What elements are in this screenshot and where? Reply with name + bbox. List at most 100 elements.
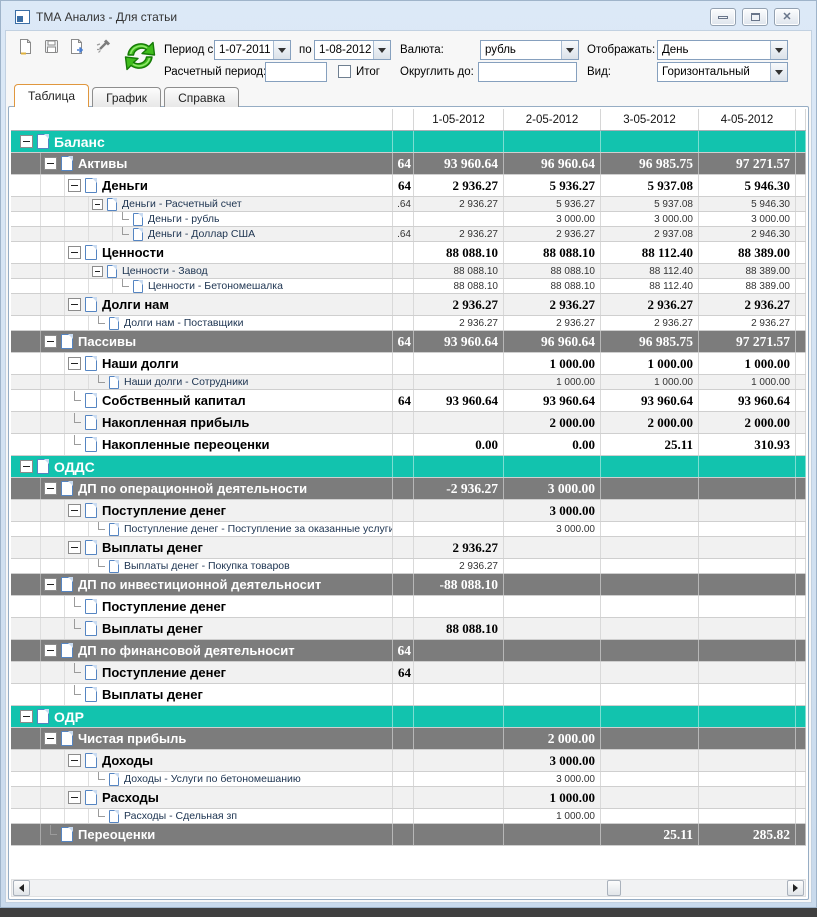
grid-cell[interactable]: 2 936.27 [601,316,699,330]
grid-cell[interactable]: 2 936.27 [699,316,796,330]
grid-cell[interactable] [504,559,601,573]
grid-row[interactable]: Ценности - Завод 88 088.10 88 088.10 88 112… [11,264,806,279]
grid-cell[interactable] [504,662,601,683]
grid-cell[interactable] [601,618,699,639]
grid-row[interactable]: Расходы - Сдельная зп 1 000.00 [11,809,806,824]
title-bar[interactable]: ТМА Анализ - Для статьи ✕ [5,4,812,30]
grid-cell[interactable] [393,750,414,771]
expand-collapse-icon[interactable] [68,357,81,370]
grid-cell[interactable]: 25.11 [601,824,699,845]
grid-row[interactable]: Поступление денег [11,596,806,618]
grid-cell[interactable] [699,684,796,705]
grid-cell[interactable] [601,772,699,786]
grid-cell[interactable] [393,412,414,433]
grid-cell[interactable]: 93 960.64 [414,331,504,352]
grid-cell[interactable] [699,809,796,823]
grid-cell[interactable]: 96 960.64 [504,153,601,174]
expand-collapse-icon[interactable] [20,135,33,148]
grid-cell[interactable] [504,537,601,558]
grid-cell[interactable]: 2 936.27 [414,175,504,196]
grid-cell[interactable]: 93 960.64 [414,153,504,174]
grid-cell[interactable]: 2 946.30 [699,227,796,241]
expand-collapse-icon[interactable] [44,732,57,745]
grid-cell[interactable] [393,618,414,639]
grid-cell[interactable]: 1 000.00 [504,353,601,374]
grid-cell[interactable]: 3 000.00 [504,212,601,226]
grid-row[interactable]: Выплаты денег - Покупка товаров 2 936.27 [11,559,806,574]
grid-cell[interactable]: 64 [393,153,414,174]
grid-cell[interactable]: 3 000.00 [504,750,601,771]
grid-cell[interactable]: 96 985.75 [601,331,699,352]
grid-cell[interactable]: 3 000.00 [504,478,601,499]
close-button[interactable]: ✕ [774,8,800,26]
grid-row[interactable]: Собственный капитал 64 93 960.64 93 960.64 9… [11,390,806,412]
grid-cell[interactable]: 64 [393,662,414,683]
grid-cell[interactable]: 88 088.10 [414,618,504,639]
grid-cell[interactable]: 25.11 [601,434,699,455]
grid-cell[interactable] [699,559,796,573]
period-from-select[interactable]: 1-07-2011 [214,40,291,60]
expand-collapse-icon[interactable] [20,460,33,473]
grid-cell[interactable]: 2 000.00 [504,728,601,749]
grid-cell[interactable]: 1 000.00 [601,375,699,389]
grid-row[interactable]: Накопленная прибыль 2 000.00 2 000.00 2 000… [11,412,806,434]
save-button[interactable] [42,37,60,55]
grid-cell[interactable] [414,706,504,727]
expand-collapse-icon[interactable] [92,265,103,277]
grid-row[interactable]: Деньги - Доллар США .64 2 936.27 2 936.27 2 … [11,227,806,242]
expand-collapse-icon[interactable] [44,335,57,348]
horizontal-scrollbar[interactable] [11,879,806,897]
grid-row[interactable]: Накопленные переоценки 0.00 0.00 25.11 310.9… [11,434,806,456]
grid-cell[interactable] [414,772,504,786]
chevron-down-icon[interactable] [770,41,787,59]
column-header[interactable]: 1-05-2012 [414,109,504,130]
grid-cell[interactable] [393,242,414,263]
grid-cell[interactable] [414,500,504,521]
grid-cell[interactable] [393,500,414,521]
expand-collapse-icon[interactable] [68,246,81,259]
grid-cell[interactable]: 5 936.27 [504,197,601,211]
grid-cell[interactable]: 2 936.27 [601,294,699,315]
grid-cell[interactable]: 88 088.10 [504,242,601,263]
grid-cell[interactable]: 96 985.75 [601,153,699,174]
total-checkbox[interactable] [338,65,351,78]
grid-cell[interactable] [393,279,414,293]
expand-collapse-icon[interactable] [44,482,57,495]
column-header[interactable]: 2-05-2012 [504,109,601,130]
grid-cell[interactable]: 97 271.57 [699,331,796,352]
grid-cell[interactable] [601,500,699,521]
expand-collapse-icon[interactable] [68,791,81,804]
grid-cell[interactable]: 3 000.00 [504,772,601,786]
grid-cell[interactable] [393,353,414,374]
grid-cell[interactable]: 2 936.27 [414,559,504,573]
grid-cell[interactable] [699,772,796,786]
grid-cell[interactable]: 2 936.27 [699,294,796,315]
grid-cell[interactable] [699,728,796,749]
view-select[interactable]: Горизонтальный [657,62,788,82]
grid-cell[interactable]: 2 936.27 [414,294,504,315]
grid-cell[interactable]: 88 389.00 [699,242,796,263]
new-document-button[interactable] [16,37,34,55]
grid-cell[interactable]: 1 000.00 [699,375,796,389]
grid-cell[interactable]: 5 937.08 [601,175,699,196]
grid-row[interactable]: Переоценки 25.11 285.82 [11,824,806,846]
grid-cell[interactable] [393,456,414,477]
grid-cell[interactable]: 96 960.64 [504,331,601,352]
grid-cell[interactable] [699,706,796,727]
grid-cell[interactable] [393,772,414,786]
grid-cell[interactable] [393,728,414,749]
grid-row[interactable]: Баланс [11,131,806,153]
maximize-button[interactable] [742,8,768,26]
grid-cell[interactable]: 2 000.00 [601,412,699,433]
grid-cell[interactable] [393,787,414,808]
grid-cell[interactable] [699,640,796,661]
column-header[interactable] [393,109,414,130]
grid-cell[interactable]: 285.82 [699,824,796,845]
grid-cell[interactable] [601,809,699,823]
grid-cell[interactable]: 93 960.64 [414,390,504,411]
grid-cell[interactable] [393,478,414,499]
expand-collapse-icon[interactable] [20,710,33,723]
grid-cell[interactable] [393,375,414,389]
grid-cell[interactable] [414,412,504,433]
grid-row[interactable]: Поступление денег - Поступление за оказа… [11,522,806,537]
